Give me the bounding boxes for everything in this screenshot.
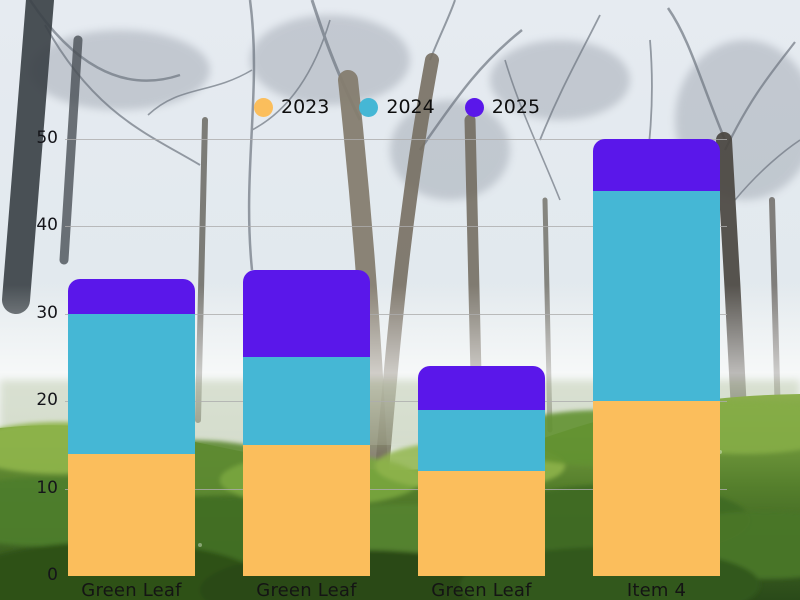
legend-dot-icon: [254, 97, 273, 117]
legend-item-2025: 2025: [464, 96, 541, 118]
bar-3-segment-2024: [593, 191, 720, 401]
legend-label: 2025: [491, 96, 541, 118]
chart-legend: 2023 2024 2025: [254, 96, 540, 118]
legend-item-2024: 2024: [359, 96, 435, 118]
category-label-2: Green Leaf: [431, 580, 532, 600]
bar-1-segment-2024: [243, 357, 370, 445]
legend-label: 2023: [281, 96, 330, 118]
legend-dot-icon: [359, 97, 379, 117]
gridline-20: [65, 401, 727, 402]
y-tick-label-10: 10: [36, 477, 58, 498]
bar-2-segment-2025: [418, 366, 545, 410]
y-tick-label-0: 0: [47, 565, 58, 585]
bar-2-segment-2023: [418, 471, 545, 576]
bar-0-segment-2024: [68, 313, 195, 454]
bar-1-segment-2023: [243, 444, 370, 576]
category-label-0: Green Leaf: [81, 580, 182, 600]
gridline-50: [65, 138, 727, 140]
bar-3-segment-2023: [593, 401, 720, 576]
category-label-1: Green Leaf: [256, 580, 357, 600]
bar-0-segment-2025: [68, 278, 195, 314]
gridline-10: [65, 488, 727, 490]
gridline-30: [65, 313, 727, 315]
y-tick-label-20: 20: [36, 390, 58, 410]
bar-0-segment-2023: [68, 453, 195, 576]
bar-3-segment-2025: [593, 138, 720, 191]
category-label-3: Item 4: [626, 580, 687, 600]
y-tick-label-50: 50: [36, 127, 58, 148]
legend-label: 2024: [386, 96, 435, 118]
bar-1-segment-2025: [243, 269, 370, 358]
y-tick-label-30: 30: [36, 302, 58, 323]
gridline-40: [65, 226, 727, 227]
y-tick-label-40: 40: [36, 215, 58, 235]
legend-item-2023: 2023: [254, 96, 329, 118]
legend-dot-icon: [464, 97, 484, 117]
bar-2-segment-2024: [418, 409, 545, 471]
